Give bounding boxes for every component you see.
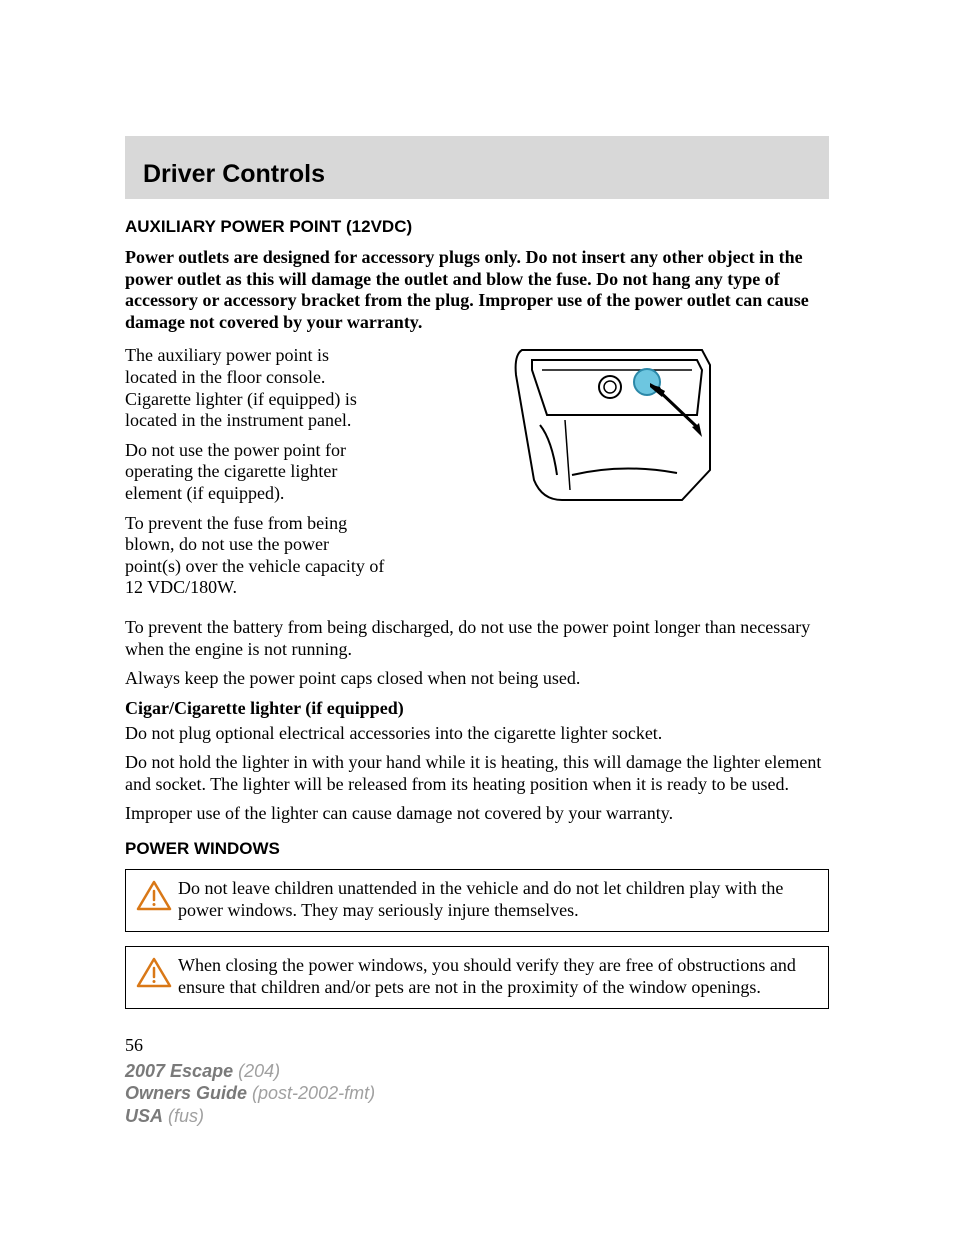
- warning-triangle-icon: [136, 880, 172, 912]
- aux-para5: Always keep the power point caps closed …: [125, 668, 829, 690]
- aux-para1: The auxiliary power point is located in …: [125, 345, 385, 431]
- warning-text-1: Do not leave children unattended in the …: [178, 878, 783, 920]
- warning-triangle-icon: [136, 957, 172, 989]
- footer-l1-light: (204): [233, 1061, 280, 1081]
- warning-box-1: Do not leave children unattended in the …: [125, 869, 829, 932]
- section-heading-power-windows: POWER WINDOWS: [125, 839, 829, 859]
- warning-content-2: When closing the power windows, you shou…: [136, 955, 818, 998]
- cigar-para1: Do not plug optional electrical accessor…: [125, 723, 829, 745]
- warning-text-2: When closing the power windows, you shou…: [178, 955, 796, 997]
- page-content: Driver Controls AUXILIARY POWER POINT (1…: [0, 0, 954, 1056]
- footer-line-3: USA (fus): [125, 1105, 375, 1128]
- footer-line-1: 2007 Escape (204): [125, 1060, 375, 1083]
- section-heading-aux-power: AUXILIARY POWER POINT (12VDC): [125, 217, 829, 237]
- footer-l2-light: (post-2002-fmt): [247, 1083, 375, 1103]
- footer-line-2: Owners Guide (post-2002-fmt): [125, 1082, 375, 1105]
- aux-para2: Do not use the power point for operating…: [125, 440, 385, 505]
- text-figure-row: The auxiliary power point is located in …: [125, 345, 829, 607]
- aux-power-bold-warning: Power outlets are designed for accessory…: [125, 247, 829, 333]
- floor-console-diagram: [502, 345, 732, 505]
- page-number: 56: [125, 1035, 829, 1056]
- cigar-para2: Do not hold the lighter in with your han…: [125, 752, 829, 795]
- footer-l2-bold: Owners Guide: [125, 1083, 247, 1103]
- warning-box-2: When closing the power windows, you shou…: [125, 946, 829, 1009]
- footer-l3-bold: USA: [125, 1106, 163, 1126]
- page-title: Driver Controls: [143, 160, 811, 189]
- cigar-para3: Improper use of the lighter can cause da…: [125, 803, 829, 825]
- footer-l3-light: (fus): [163, 1106, 204, 1126]
- cigar-heading: Cigar/Cigarette lighter (if equipped): [125, 698, 829, 719]
- warning-content-1: Do not leave children unattended in the …: [136, 878, 818, 921]
- aux-para4: To prevent the battery from being discha…: [125, 617, 829, 660]
- aux-para3: To prevent the fuse from being blown, do…: [125, 513, 385, 599]
- figure-column: [405, 345, 829, 607]
- header-banner: Driver Controls: [125, 136, 829, 199]
- footer-l1-bold: 2007 Escape: [125, 1061, 233, 1081]
- text-column: The auxiliary power point is located in …: [125, 345, 385, 607]
- footer-block: 2007 Escape (204) Owners Guide (post-200…: [125, 1060, 375, 1128]
